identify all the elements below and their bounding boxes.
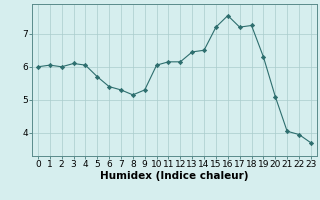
X-axis label: Humidex (Indice chaleur): Humidex (Indice chaleur) [100, 171, 249, 181]
